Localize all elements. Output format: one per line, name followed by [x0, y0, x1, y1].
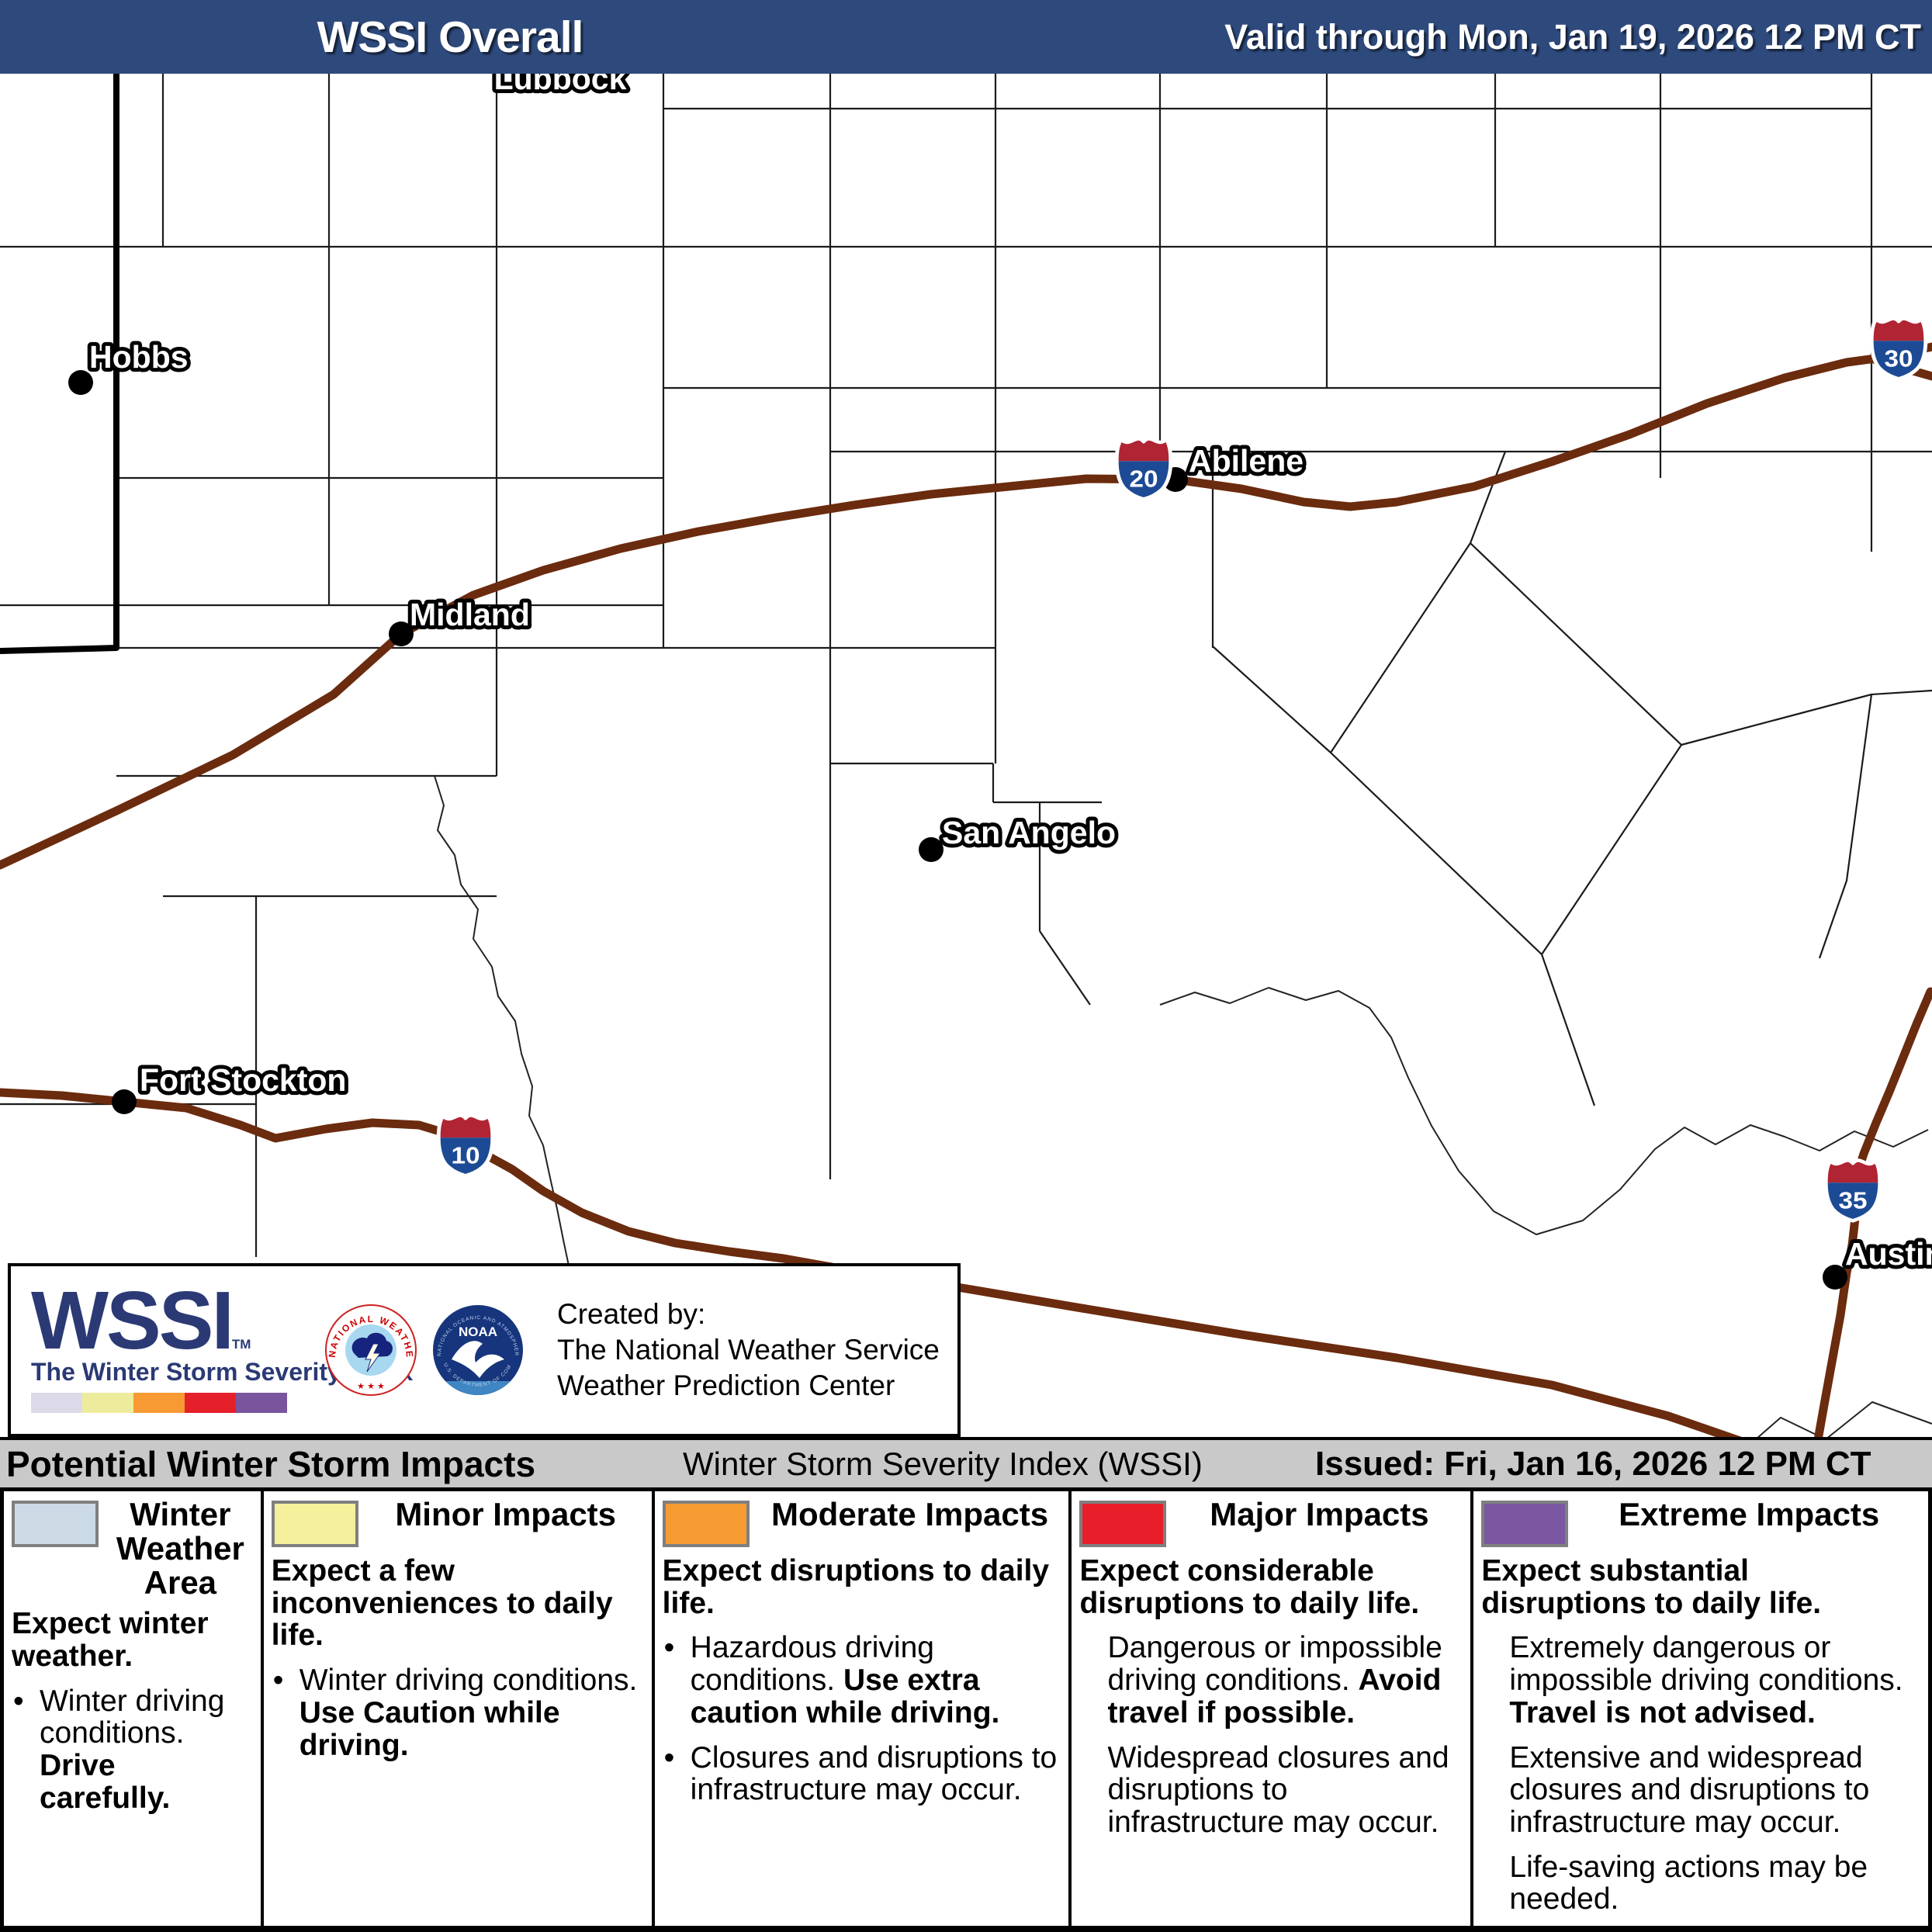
noaa-logo-icon: NATIONAL OCEANIC AND ATMOSPHERIC ADMINIS… [433, 1305, 523, 1395]
impact-legend: Winter Weather Area Expect winter weather… [0, 1491, 1932, 1932]
legend-title-winter-weather-area: Winter Weather Area [116, 1496, 244, 1601]
legend-item: Dangerous or impossible driving conditio… [1107, 1631, 1442, 1729]
legend-title-minor-impacts: Minor Impacts [395, 1496, 617, 1532]
legend-title-extreme-impacts: Extreme Impacts [1619, 1496, 1880, 1532]
svg-text:★ ★ ★: ★ ★ ★ [357, 1382, 385, 1391]
page-title: WSSI Overall [317, 12, 584, 62]
legend-lead-major-impacts: Expect considerable disruptions to daily… [1079, 1554, 1420, 1620]
city-label-san-angelo: San Angelo [942, 815, 1116, 850]
legend-col-major-impacts: Major Impacts Expect considerable disrupt… [1068, 1491, 1470, 1926]
legend-col-moderate-impacts: Moderate Impacts Expect disruptions to da… [651, 1491, 1069, 1926]
city-label-austin: Austin [1845, 1236, 1932, 1272]
interstate-shields: 30 20 10 35 [436, 316, 1928, 1223]
legend-item: Hazardous driving conditions. Use extra … [663, 1632, 1061, 1729]
svg-text:NOAA: NOAA [459, 1324, 497, 1339]
legend-item: Extensive and widespread closures and di… [1509, 1740, 1870, 1840]
interstate-number: 20 [1129, 466, 1158, 492]
legend-item: Life-saving actions may be needed. [1509, 1850, 1868, 1916]
interstate-number: 35 [1838, 1187, 1867, 1214]
agency-logos: NATIONAL WEATHER SERVICE ★ ★ ★ NATIONAL … [323, 1302, 526, 1398]
city-dot-austin [1823, 1265, 1847, 1290]
wssi-logo-box: WSSITM The Winter Storm Severity Index N… [8, 1263, 961, 1437]
legend-item: Closures and disruptions to infrastructu… [663, 1741, 1061, 1806]
interstate-shield-20: 20 [1114, 436, 1173, 501]
wssi-scale-color-4 [236, 1392, 287, 1413]
interstate-number: 30 [1884, 345, 1913, 372]
legend-lead-winter-weather-area: Expect winter weather. [12, 1607, 209, 1673]
legend-col-minor-impacts: Minor Impacts Expect a few inconveniences… [260, 1491, 652, 1926]
city-label-hobbs: Hobbs [89, 339, 189, 375]
legend-item: Winter driving conditions. Drive careful… [12, 1684, 253, 1815]
state-border-line [0, 74, 119, 654]
interstate-shield-35: 35 [1823, 1158, 1882, 1223]
issued-text: Issued: Fri, Jan 16, 2026 12 PM CT [1315, 1444, 1871, 1483]
legend-title-major-impacts: Major Impacts [1210, 1496, 1429, 1532]
county-boundaries [0, 74, 1932, 1257]
wssi-subtitle: Winter Storm Severity Index (WSSI) [683, 1445, 1203, 1482]
legend-lead-extreme-impacts: Expect substantial disruptions to daily … [1481, 1554, 1822, 1620]
city-labels: Lubbock Hobbs Abilene Midland San Angelo Fort… [85, 74, 1932, 1276]
created-by-block: Created by: The National Weather Service… [557, 1297, 940, 1404]
wssi-scale-color-0 [31, 1392, 82, 1413]
wssi-scale-color-3 [185, 1392, 236, 1413]
legend-swatch-major-impacts [1079, 1501, 1167, 1547]
i35-highway [1811, 987, 1932, 1463]
legend-swatch-winter-weather-area [12, 1501, 99, 1547]
nws-logo-icon: NATIONAL WEATHER SERVICE ★ ★ ★ [325, 1304, 417, 1396]
wssi-tagline: The Winter Storm Severity Index [31, 1357, 414, 1386]
i20-highway [0, 342, 1932, 870]
wssi-map: Lubbock Hobbs Abilene Midland San Angelo Fort… [0, 74, 1932, 1463]
interstate-shield-10: 10 [436, 1113, 495, 1178]
city-dots [68, 370, 1847, 1290]
city-dot-fort-stockton [112, 1089, 137, 1114]
legend-col-extreme-impacts: Extreme Impacts Expect substantial disrup… [1470, 1491, 1928, 1926]
legend-item: Widespread closures and disruptions to i… [1107, 1740, 1449, 1840]
legend-swatch-moderate-impacts [662, 1501, 750, 1547]
legend-lead-moderate-impacts: Expect disruptions to daily life. [662, 1554, 1050, 1620]
impacts-heading: Potential Winter Storm Impacts [6, 1443, 536, 1484]
info-bar: Potential Winter Storm Impacts Winter St… [0, 1437, 1932, 1491]
legend-swatch-minor-impacts [271, 1501, 358, 1547]
wssi-scale-color-1 [82, 1392, 133, 1413]
legend-item: Winter driving conditions. Use Caution w… [272, 1664, 644, 1761]
wssi-color-scale [31, 1392, 303, 1413]
city-dot-midland [389, 621, 414, 646]
wssi-trademark: TM [231, 1337, 251, 1352]
legend-title-moderate-impacts: Moderate Impacts [771, 1496, 1049, 1532]
wssi-scale-color-2 [133, 1392, 185, 1413]
valid-through-text: Valid through Mon, Jan 19, 2026 12 PM CT [1224, 16, 1921, 57]
created-by-org2: Weather Prediction Center [557, 1369, 895, 1402]
wssi-logo-text: WSSI [31, 1275, 234, 1367]
city-label-midland: Midland [410, 597, 530, 632]
city-dot-hobbs [68, 370, 93, 395]
header-bar: WSSI Overall Valid through Mon, Jan 19, … [0, 0, 1932, 74]
legend-swatch-extreme-impacts [1481, 1501, 1569, 1547]
legend-col-winter-weather-area: Winter Weather Area Expect winter weather… [4, 1491, 261, 1926]
interstate-shield-30: 30 [1869, 316, 1928, 381]
interstate-number: 10 [451, 1142, 480, 1169]
legend-lead-minor-impacts: Expect a few inconveniences to daily lif… [271, 1554, 613, 1653]
wssi-logo: WSSITM The Winter Storm Severity Index [31, 1275, 414, 1413]
created-by-label: Created by: [557, 1297, 706, 1330]
city-label-fort-stockton: Fort Stockton [140, 1062, 346, 1098]
city-label-abilene: Abilene [1189, 443, 1304, 479]
legend-item: Extremely dangerous or impossible drivin… [1509, 1631, 1903, 1729]
city-label-lubbock: Lubbock [494, 74, 627, 96]
city-dot-san-angelo [919, 837, 943, 862]
created-by-org1: The National Weather Service [557, 1333, 940, 1366]
i10-highway [0, 1088, 1836, 1463]
